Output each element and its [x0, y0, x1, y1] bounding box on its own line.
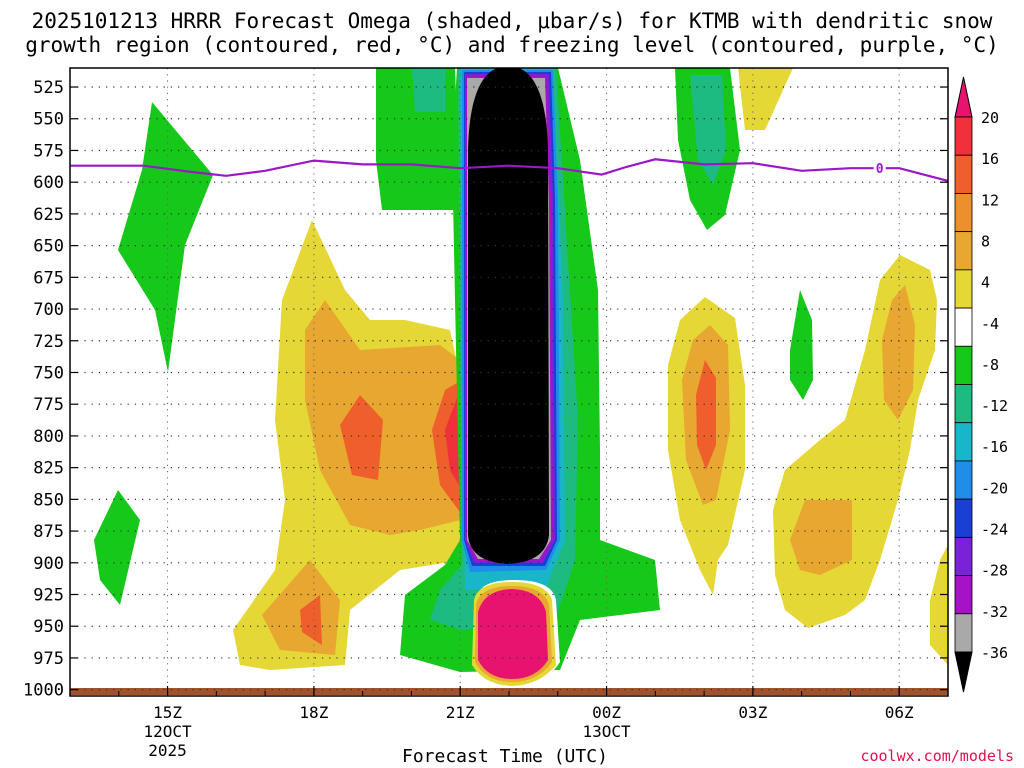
colorbar-segment — [954, 536, 973, 576]
x-tick-label: 18Z — [299, 703, 328, 722]
weak-ascent-area — [118, 102, 213, 372]
subsidence-area — [930, 545, 948, 665]
y-tick-label: 575 — [33, 141, 64, 161]
x-axis-label: Forecast Time (UTC) — [402, 746, 608, 767]
colorbar-segment — [954, 154, 973, 194]
colorbar-segment — [954, 422, 973, 462]
freezing-level-label: 0 — [876, 162, 884, 177]
y-tick-label: 525 — [33, 78, 64, 98]
y-tick-label: 775 — [33, 395, 64, 415]
y-tick-label: 675 — [33, 268, 64, 288]
colorbar-label: -16 — [981, 438, 1008, 456]
weak-ascent-area — [790, 290, 813, 400]
x-tick-label: 15Z — [153, 703, 182, 722]
chart-title-line-2: growth region (contoured, red, °C) and f… — [25, 33, 999, 57]
colorbar: 20 16 12 8 4 -4 -8 -12 -16 -20 -24 -28 -32 -36 — [954, 76, 1008, 693]
ascent-area — [412, 68, 445, 112]
y-tick-label: 650 — [33, 237, 64, 257]
x-tick-label: 00Z — [592, 703, 621, 722]
freezing-level-line — [70, 158, 948, 182]
subsidence-area — [305, 300, 460, 535]
colorbar-segment — [954, 460, 973, 500]
y-tick-label: 700 — [33, 300, 64, 320]
colorbar-bottom-arrow — [954, 651, 973, 693]
colorbar-segment — [954, 269, 973, 309]
y-tick-label: 625 — [33, 205, 64, 225]
colorbar-segment — [954, 575, 973, 615]
strongest-ascent-core — [468, 68, 549, 564]
credit-link[interactable]: coolwx.com/models — [860, 747, 1014, 765]
subsidence-area — [882, 285, 915, 420]
x-tick-sublabel: 12OCT — [143, 722, 192, 741]
y-tick-label: 900 — [33, 554, 64, 574]
colorbar-label: 4 — [981, 274, 990, 292]
y-tick-label: 750 — [33, 363, 64, 383]
plot-frame — [69, 67, 949, 697]
y-tick-label: 925 — [33, 586, 64, 606]
colorbar-label: -28 — [981, 562, 1008, 580]
colorbar-label: -8 — [981, 356, 999, 374]
x-tick-label: 03Z — [738, 703, 767, 722]
x-tick-sublabel: 2025 — [148, 741, 187, 760]
colorbar-label: -24 — [981, 521, 1008, 539]
colorbar-segment — [954, 193, 973, 233]
x-tick-label: 06Z — [885, 703, 914, 722]
subsidence-area — [300, 595, 322, 645]
subsidence-area — [340, 395, 383, 480]
colorbar-segment — [954, 231, 973, 271]
colorbar-segment — [954, 384, 973, 424]
chart-title-line-1: 2025101213 HRRR Forecast Omega (shaded, … — [31, 9, 993, 33]
subsidence-area — [696, 360, 716, 470]
colorbar-segment — [954, 345, 973, 385]
colorbar-segment — [954, 613, 973, 653]
colorbar-label: -32 — [981, 603, 1008, 621]
y-tick-label: 550 — [33, 110, 64, 130]
y-tick-label: 850 — [33, 490, 64, 510]
colorbar-label: 16 — [981, 150, 999, 168]
y-tick-label: 950 — [33, 617, 64, 637]
colorbar-label: -36 — [981, 644, 1008, 662]
y-tick-label: 875 — [33, 522, 64, 542]
colorbar-label: -20 — [981, 479, 1008, 497]
colorbar-label: 8 — [981, 232, 990, 250]
y-tick-label: 800 — [33, 427, 64, 447]
colorbar-segment — [954, 307, 973, 347]
x-tick-label: 21Z — [446, 703, 475, 722]
y-tick-label: 600 — [33, 173, 64, 193]
colorbar-segment — [954, 116, 973, 156]
x-tick-sublabel: 13OCT — [582, 722, 631, 741]
freezing-level-label-bg — [873, 159, 886, 177]
strong-subsidence-area — [478, 589, 548, 679]
ascent-area — [690, 75, 726, 185]
colorbar-top-arrow — [954, 76, 973, 118]
subsidence-area — [790, 500, 852, 575]
y-tick-label: 975 — [33, 649, 64, 669]
y-tick-label: 1000 — [23, 681, 64, 701]
colorbar-label: -4 — [981, 315, 999, 333]
subsidence-area — [738, 68, 793, 130]
colorbar-label: -12 — [981, 397, 1008, 415]
y-tick-label: 825 — [33, 459, 64, 479]
omega-shading — [94, 68, 948, 686]
y-tick-label: 725 — [33, 332, 64, 352]
colorbar-segment — [954, 498, 973, 538]
colorbar-label: 20 — [981, 109, 999, 127]
weak-ascent-area — [94, 490, 140, 605]
colorbar-label: 12 — [981, 191, 999, 209]
